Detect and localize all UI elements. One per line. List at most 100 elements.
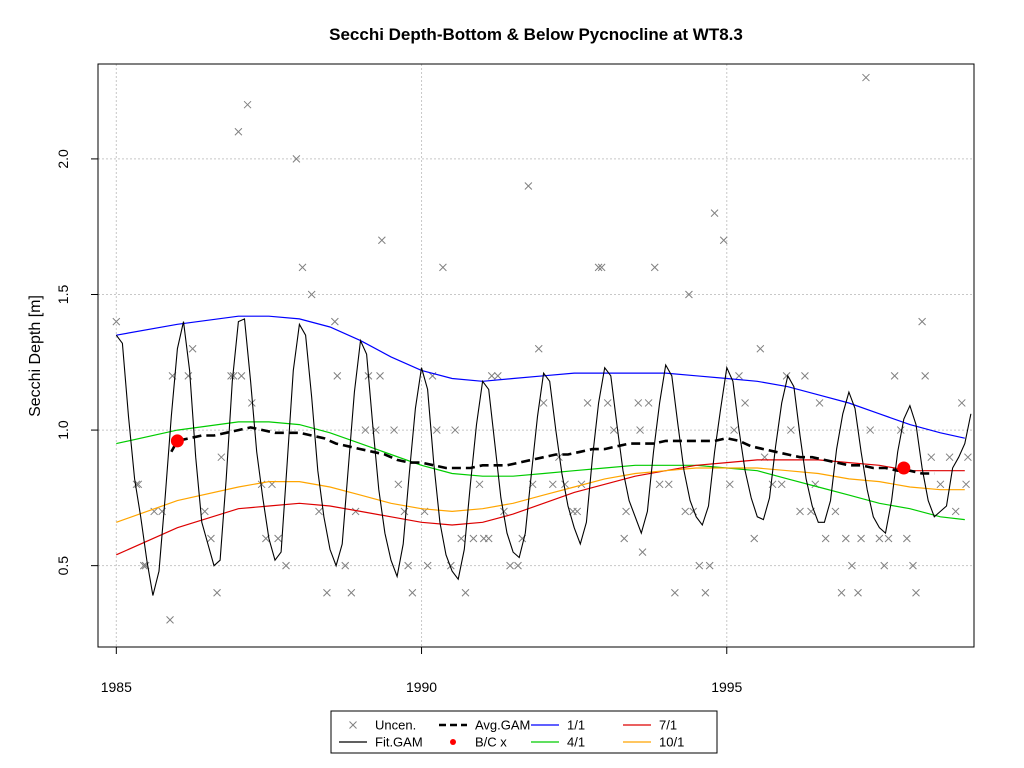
- uncen-point: [644, 399, 653, 407]
- uncen-point: [573, 507, 582, 516]
- uncen-point: [484, 534, 493, 543]
- uncen-point: [341, 561, 350, 570]
- uncen-point: [701, 588, 710, 597]
- legend-entry: 10/1: [623, 735, 684, 750]
- uncen-point: [524, 182, 533, 190]
- uncen-point: [351, 507, 360, 516]
- uncen-point: [857, 534, 865, 543]
- legend-label: 1/1: [567, 718, 585, 733]
- uncen-point: [548, 480, 557, 489]
- legend-entry: B/C x: [450, 735, 507, 750]
- legend-entry: 7/1: [623, 718, 677, 733]
- uncen-point: [292, 155, 301, 163]
- uncen-point: [188, 344, 197, 353]
- uncen-point: [577, 480, 586, 489]
- uncen-point: [451, 426, 459, 434]
- uncen-point: [620, 534, 629, 543]
- uncen-point: [725, 480, 734, 489]
- uncen-point: [404, 561, 412, 570]
- uncen-point: [880, 561, 889, 570]
- axes: 1985 1990 1995 0.5 1.0 1.5 2.0: [55, 149, 743, 695]
- uncen-point: [333, 371, 342, 380]
- uncen-point: [957, 399, 966, 407]
- uncen-point: [394, 480, 403, 489]
- uncen-point: [112, 317, 121, 326]
- uncen-point: [884, 534, 893, 543]
- uncen-point: [909, 561, 917, 570]
- uncen-point: [469, 534, 478, 543]
- uncen-point: [866, 426, 875, 434]
- uncen-point: [650, 263, 659, 272]
- y-tick-label: 1.5: [55, 285, 71, 305]
- uncen-point: [848, 561, 856, 570]
- x-tick-label: 1990: [406, 679, 437, 695]
- uncen-point: [622, 507, 630, 516]
- uncen-point: [685, 290, 693, 299]
- uncen-point: [315, 507, 323, 516]
- legend-entry: 1/1: [531, 718, 585, 733]
- legend-entry: 4/1: [531, 735, 585, 750]
- uncen-point: [237, 371, 246, 380]
- uncen-point: [307, 290, 316, 299]
- legend-entry: Avg.GAM: [439, 718, 530, 733]
- uncen-point: [695, 561, 704, 570]
- y-tick-label: 1.0: [55, 420, 71, 440]
- uncen-point: [603, 399, 612, 407]
- chart-title: Secchi Depth-Bottom & Below Pycnocline a…: [329, 25, 743, 44]
- uncen-point: [875, 534, 884, 543]
- uncen-point: [439, 263, 447, 272]
- uncen-point: [408, 588, 417, 597]
- x-tick-label: 1995: [711, 679, 742, 695]
- legend-label: Avg.GAM: [475, 718, 530, 733]
- uncen-point: [821, 534, 830, 543]
- uncen-point: [750, 534, 759, 543]
- uncen-point: [927, 453, 936, 462]
- uncen-point: [730, 426, 738, 434]
- series-line-1-1: [116, 315, 965, 439]
- uncen-point: [390, 426, 398, 434]
- uncen-point: [890, 371, 899, 380]
- uncen-point: [609, 426, 618, 434]
- uncen-point: [323, 588, 331, 597]
- uncen-point: [493, 371, 502, 380]
- uncen-point: [200, 507, 209, 516]
- uncen-point: [282, 561, 290, 570]
- series-line-7-1: [116, 459, 965, 556]
- uncen-point: [583, 399, 592, 407]
- fit-gam-line: [115, 318, 972, 596]
- uncen-point: [831, 507, 840, 516]
- grid-lines: [98, 64, 974, 647]
- uncen-point: [671, 588, 679, 597]
- uncen-point: [534, 344, 543, 353]
- uncen-point: [184, 371, 193, 380]
- series-layer: [112, 73, 972, 624]
- legend-label: B/C x: [475, 735, 507, 750]
- uncen-point: [432, 426, 441, 434]
- uncen-point: [815, 399, 824, 407]
- uncen-point: [400, 507, 409, 516]
- uncen-point: [247, 399, 256, 407]
- legend-label: Uncen.: [375, 718, 416, 733]
- uncen-point: [361, 426, 370, 434]
- uncen-point: [634, 399, 643, 407]
- uncen-point: [487, 371, 496, 380]
- legend: Uncen. Fit.GAM Avg.GAM B/C x 1/1 4/1 7/1 10/1: [330, 710, 718, 754]
- uncen-point: [964, 453, 972, 462]
- uncen-point: [710, 209, 719, 217]
- series-line-4-1: [116, 421, 965, 521]
- legend-entry: Uncen.: [349, 718, 416, 733]
- plot-frame: [97, 63, 975, 648]
- uncen-point: [636, 426, 644, 434]
- uncen-point: [912, 588, 920, 597]
- series-line-10-1: [116, 467, 965, 523]
- uncen-point: [132, 480, 141, 489]
- uncen-point: [475, 480, 484, 489]
- uncen-point: [705, 561, 714, 570]
- legend-swatch: [349, 721, 357, 729]
- legend-label: 7/1: [659, 718, 677, 733]
- y-tick-label: 0.5: [55, 556, 71, 576]
- uncen-point: [217, 453, 226, 462]
- uncen-point: [243, 100, 252, 109]
- uncen-point: [787, 426, 795, 434]
- legend-swatch: [450, 739, 456, 745]
